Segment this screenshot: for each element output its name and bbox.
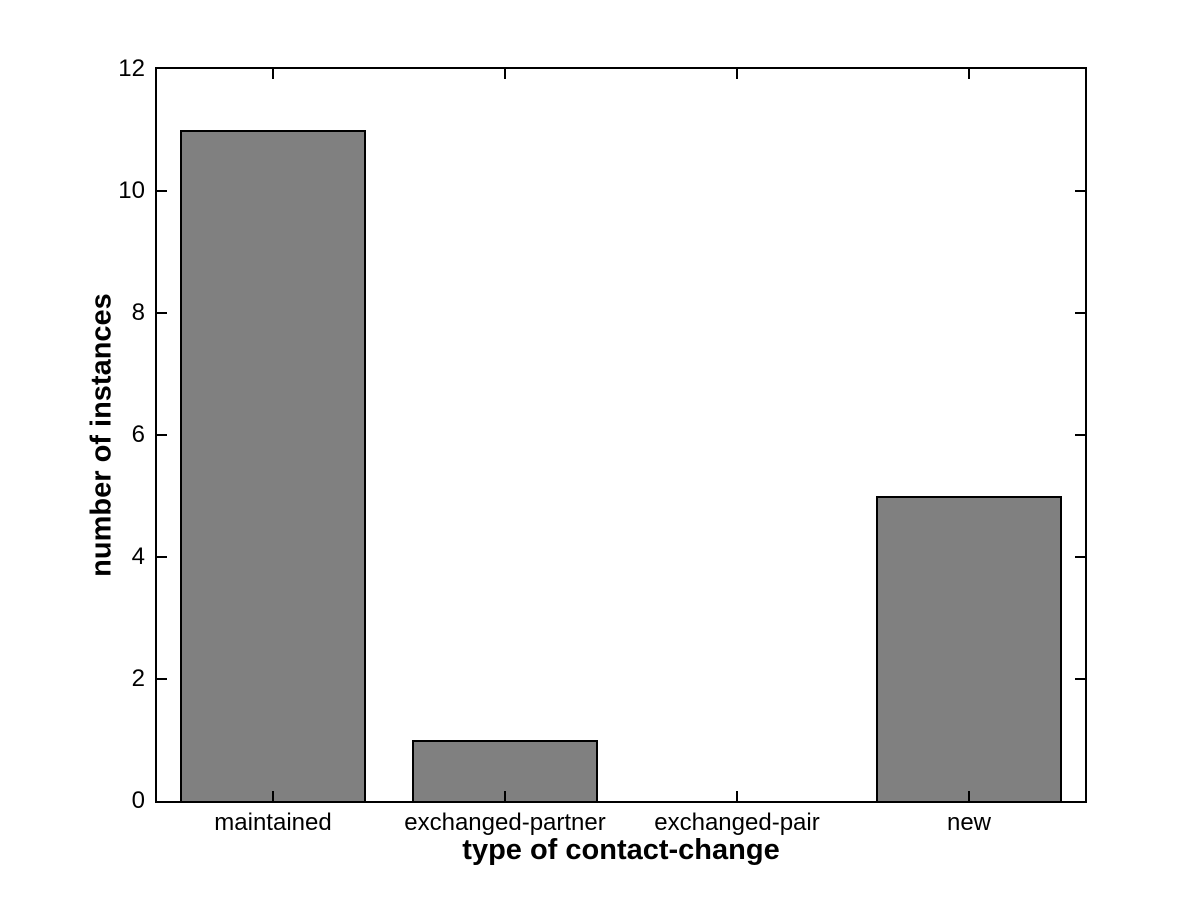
y-tick-mark [157, 678, 167, 680]
x-tick-label: exchanged-partner [404, 809, 606, 836]
x-axis-label: type of contact-change [462, 834, 780, 866]
x-tick-label: maintained [214, 809, 332, 836]
x-tick-label: exchanged-pair [654, 809, 820, 836]
y-tick-label: 6 [131, 421, 145, 448]
y-tick-label: 12 [118, 55, 145, 82]
y-tick-mark [157, 434, 167, 436]
y-tick-mark [157, 312, 167, 314]
x-tick-label: new [946, 809, 992, 836]
x-tick-mark [968, 791, 970, 801]
y-tick-mark [1075, 190, 1085, 192]
bar-maintained [180, 130, 366, 801]
x-tick-mark [272, 69, 274, 79]
bar-new [876, 496, 1062, 801]
y-tick-mark [1075, 556, 1085, 558]
y-tick-label: 4 [131, 543, 145, 570]
y-tick-mark [1075, 434, 1085, 436]
x-tick-mark [504, 69, 506, 79]
bars-layer [157, 69, 1085, 801]
bar-exchanged-partner [412, 740, 598, 801]
y-tick-mark [1075, 312, 1085, 314]
y-tick-label: 10 [118, 177, 145, 204]
y-tick-mark [157, 190, 167, 192]
y-tick-label: 2 [131, 665, 145, 692]
x-tick-mark [504, 791, 506, 801]
y-tick-label: 8 [131, 299, 145, 326]
y-tick-mark [1075, 678, 1085, 680]
x-tick-mark [736, 69, 738, 79]
x-tick-mark [272, 791, 274, 801]
y-tick-mark [157, 556, 167, 558]
plot-area [155, 67, 1087, 803]
y-tick-label: 0 [131, 787, 145, 814]
x-tick-mark [736, 791, 738, 801]
x-tick-mark [968, 69, 970, 79]
